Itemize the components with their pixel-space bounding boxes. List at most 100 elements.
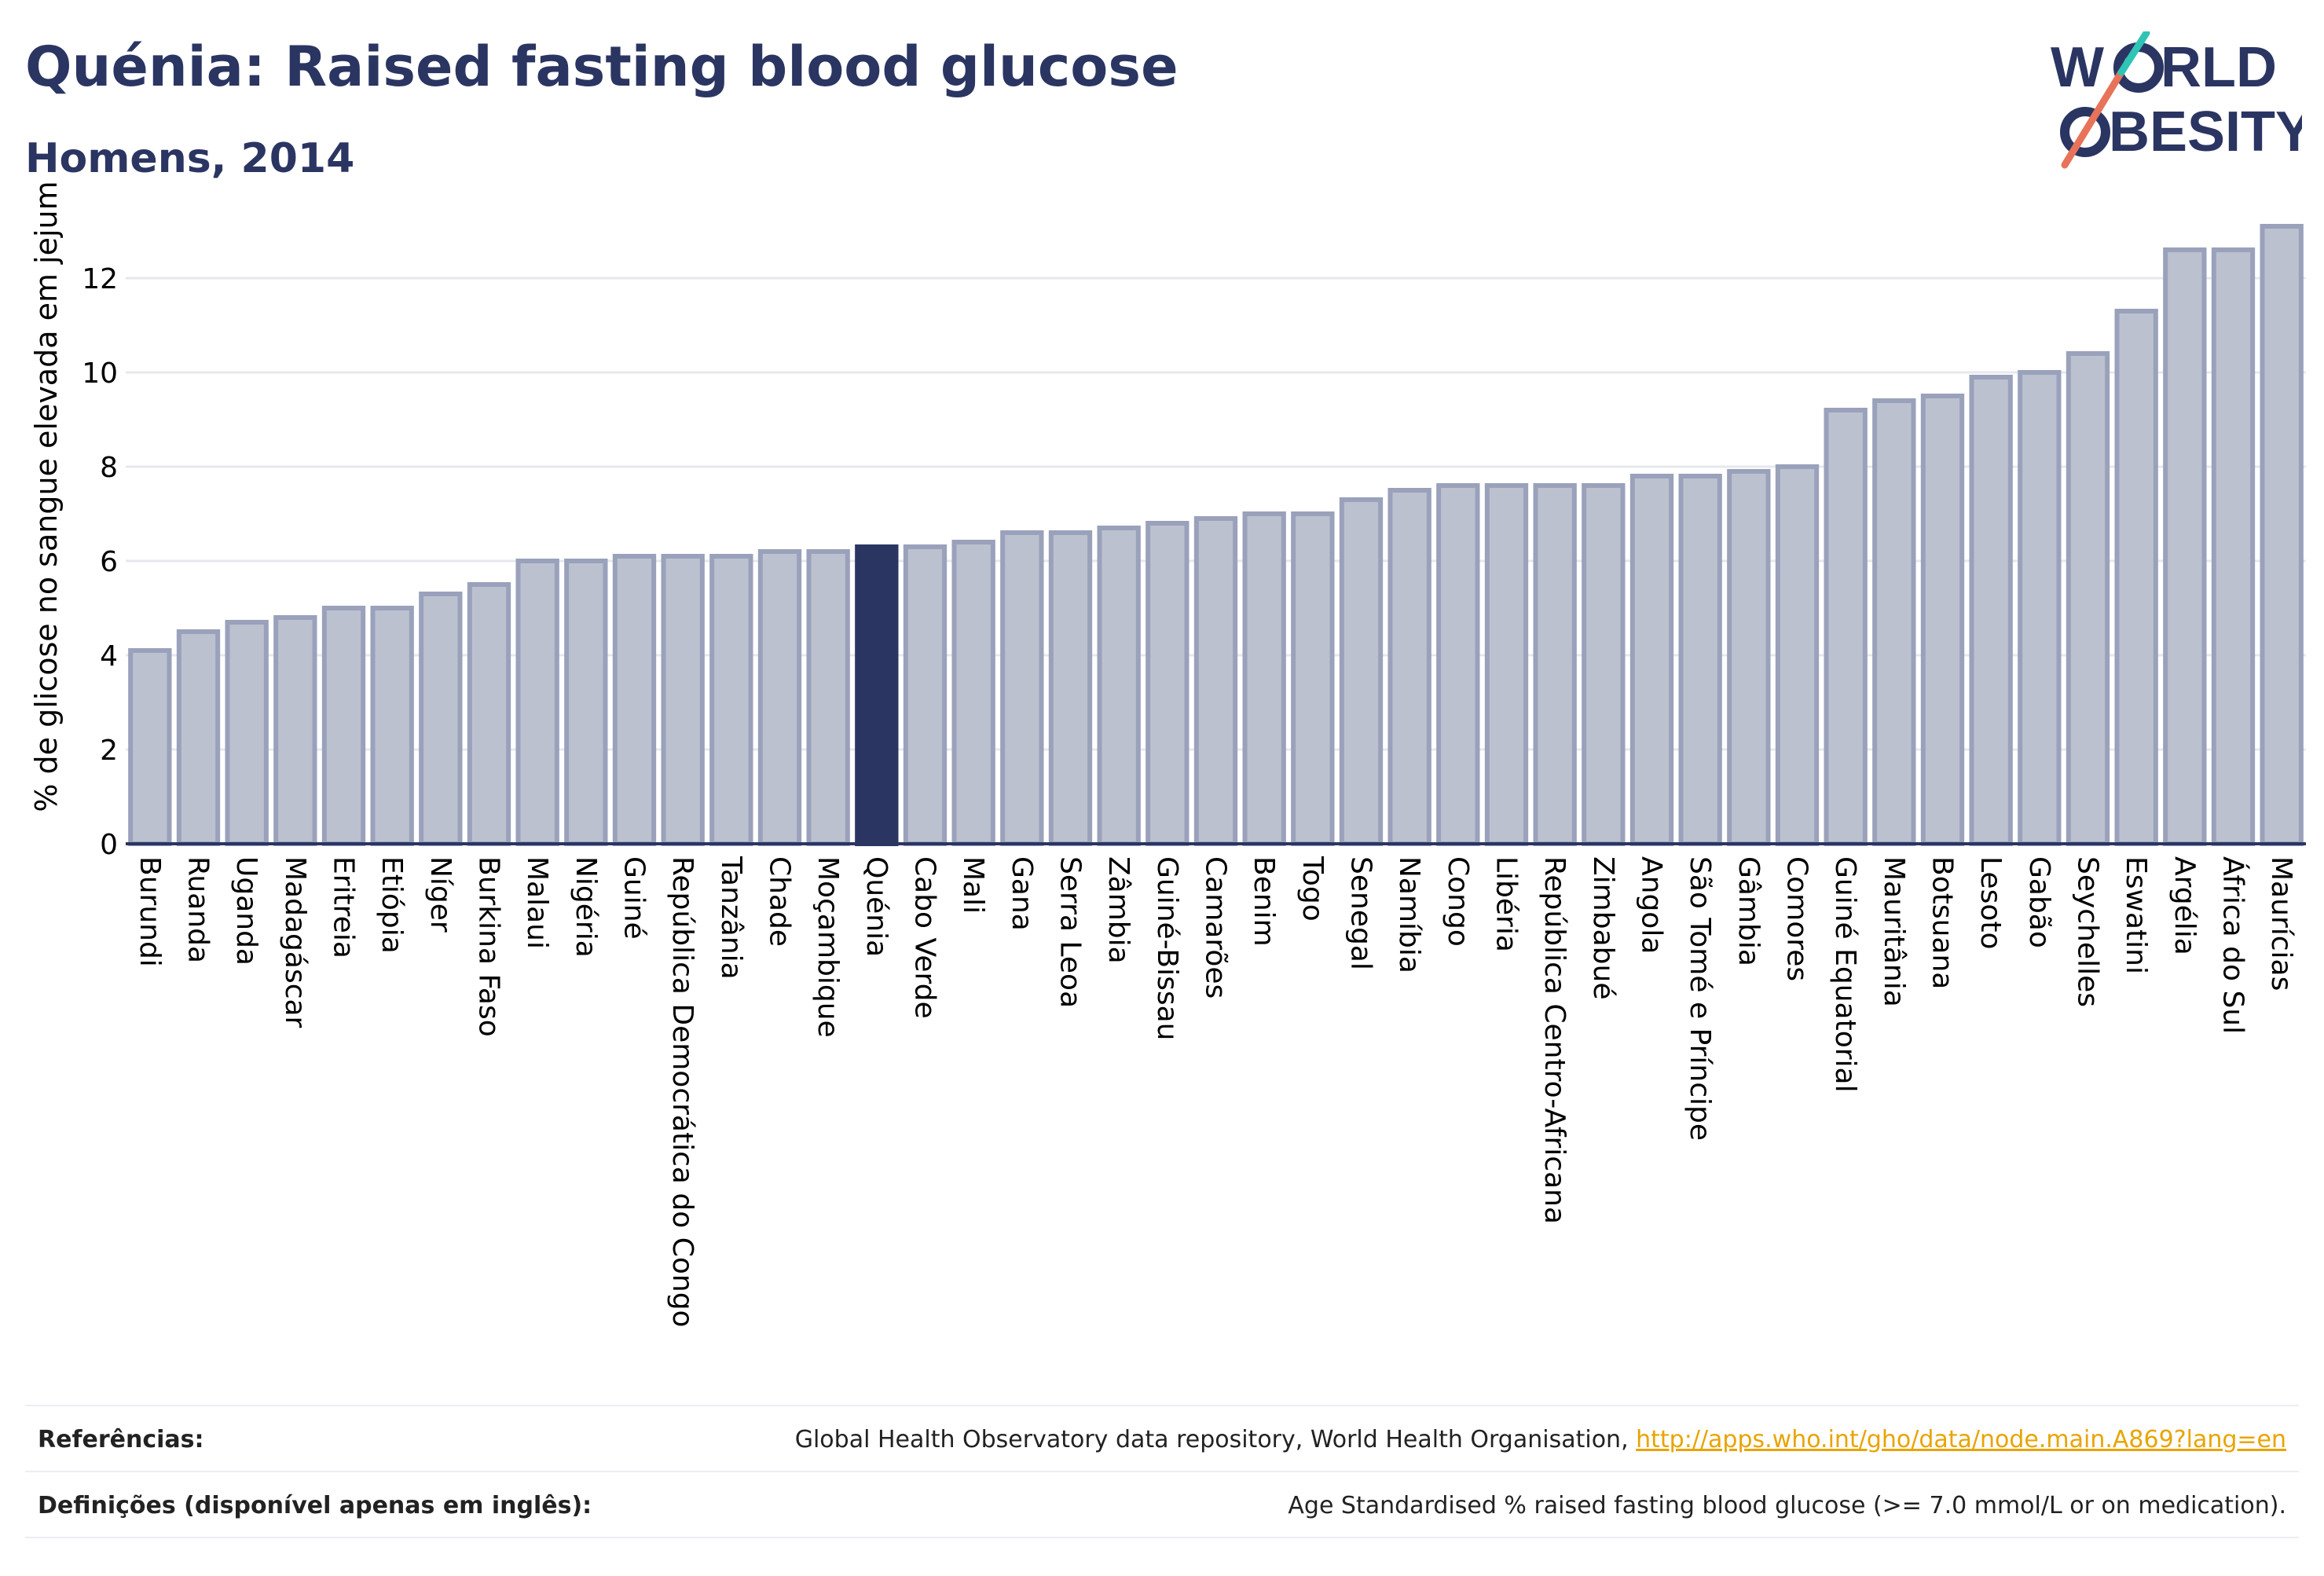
- x-tick-label: Congo: [1442, 856, 1474, 947]
- x-tick-label: Zimbabué: [1587, 856, 1619, 999]
- bar-maur-cias[interactable]: [2260, 224, 2304, 846]
- x-tick-label: Burkina Faso: [473, 856, 505, 1037]
- x-tick-label: Chade: [764, 856, 796, 947]
- x-tick-label: República Centro-Africana: [1538, 856, 1571, 1224]
- bar-rep-blica-centro-africana[interactable]: [1533, 483, 1577, 846]
- bar-burundi[interactable]: [128, 648, 172, 846]
- bar-g-mbia[interactable]: [1727, 469, 1771, 846]
- bar--frica-do-sul[interactable]: [2211, 247, 2256, 846]
- references-link[interactable]: http://apps.who.int/gho/data/node.main.A…: [1636, 1425, 2286, 1453]
- footer-divider-bottom: [25, 1537, 2299, 1538]
- bar-uganda[interactable]: [225, 620, 269, 846]
- x-tick-label: Quénia: [860, 856, 893, 957]
- bar-chade[interactable]: [757, 549, 802, 846]
- x-tick-label: República Democrática do Congo: [666, 856, 698, 1328]
- bar-botsuana[interactable]: [1920, 394, 1965, 846]
- bar-senegal[interactable]: [1339, 497, 1384, 846]
- x-tick-label: Moçambique: [812, 856, 844, 1038]
- bar-arg-lia[interactable]: [2163, 247, 2207, 846]
- y-tick-label: 0: [100, 829, 118, 861]
- bar-maurit-nia[interactable]: [1872, 398, 1916, 846]
- footer-divider-middle: [25, 1471, 2299, 1472]
- x-tick-label: Cabo Verde: [909, 856, 941, 1019]
- bar-camar-es[interactable]: [1193, 516, 1238, 846]
- bar-mali[interactable]: [951, 540, 995, 846]
- bar-serra-leoa[interactable]: [1048, 530, 1093, 846]
- bar-qu-nia[interactable]: [855, 544, 899, 846]
- x-tick-label: Burundi: [134, 856, 166, 967]
- bars: [128, 224, 2304, 846]
- bar-chart: 0 2 4 6 8 10 12 Burundi Ruanda Uganda Madagáscar E…: [29, 181, 2306, 1328]
- page-title: Quénia: Raised fasting blood glucose: [25, 35, 1178, 99]
- bar-guin-[interactable]: [612, 554, 657, 846]
- x-tick-label: Madagáscar: [279, 856, 311, 1028]
- x-tick-label: Níger: [424, 856, 456, 933]
- bar-ruanda[interactable]: [176, 629, 221, 846]
- x-tick-label: Tanzânia: [715, 856, 747, 980]
- y-tick-label: 4: [100, 640, 118, 673]
- y-tick-label: 2: [100, 735, 118, 767]
- bar-gana[interactable]: [1000, 530, 1044, 846]
- x-tick-label: Eritreia: [328, 856, 360, 958]
- svg-text:BESITY: BESITY: [2109, 101, 2302, 163]
- bar-angola[interactable]: [1629, 474, 1674, 846]
- references-value: Global Health Observatory data repositor…: [795, 1426, 2299, 1453]
- y-axis-label: % de glicose no sangue elevada em jejum: [29, 181, 64, 812]
- bar-tanz-nia[interactable]: [709, 554, 753, 846]
- bar-nig-ria[interactable]: [564, 559, 608, 846]
- x-tick-label: Mali: [957, 856, 989, 914]
- y-tick-label: 6: [100, 546, 118, 578]
- bar-nam-bia[interactable]: [1387, 488, 1431, 846]
- bar-seychelles[interactable]: [2066, 351, 2110, 846]
- bar-benim[interactable]: [1242, 511, 1286, 846]
- bar-zimbabu-[interactable]: [1582, 483, 1626, 846]
- bar-eti-pia[interactable]: [370, 606, 414, 846]
- y-tick-label: 8: [100, 452, 118, 484]
- bar-malaui[interactable]: [515, 559, 559, 846]
- x-tick-label: Gabão: [2023, 856, 2055, 948]
- y-axis-ticks: 0 2 4 6 8 10 12: [82, 263, 118, 861]
- x-tick-label: Botsuana: [1926, 856, 1959, 989]
- bar-burkina-faso[interactable]: [467, 582, 511, 846]
- references-row: Referências: Global Health Observatory d…: [25, 1408, 2299, 1471]
- x-tick-label: Togo: [1296, 856, 1329, 922]
- bar-lib-ria[interactable]: [1484, 483, 1529, 846]
- footer-divider-top: [25, 1405, 2299, 1406]
- x-tick-label: São Tomé e Príncipe: [1684, 856, 1716, 1141]
- x-tick-label: Guiné: [618, 856, 651, 940]
- y-tick-label: 10: [82, 357, 118, 390]
- y-tick-label: 12: [82, 263, 118, 295]
- x-tick-label: Comores: [1781, 856, 1813, 981]
- definitions-row: Definições (disponível apenas em inglês)…: [25, 1474, 2299, 1537]
- world-obesity-logo: W RLD BESITY: [2051, 31, 2302, 169]
- bar-z-mbia[interactable]: [1097, 526, 1141, 846]
- bar-n-ger[interactable]: [419, 592, 463, 846]
- bar-togo[interactable]: [1291, 511, 1335, 846]
- x-tick-label: Uganda: [230, 856, 262, 966]
- bar-s-o-tom-e-pr-ncipe[interactable]: [1678, 474, 1722, 846]
- bar-comores[interactable]: [1775, 464, 1820, 846]
- bar-mo-ambique[interactable]: [806, 549, 850, 846]
- svg-text:W: W: [2051, 36, 2104, 99]
- bar-guin-bissau[interactable]: [1146, 521, 1189, 846]
- x-tick-label: Mauritânia: [1878, 856, 1910, 1007]
- page-subtitle: Homens, 2014: [25, 135, 355, 182]
- x-tick-label: Gâmbia: [1732, 856, 1765, 966]
- x-tick-label: Libéria: [1490, 856, 1523, 952]
- bar-eswatini[interactable]: [2114, 309, 2158, 846]
- bar-lesoto[interactable]: [1969, 375, 2013, 846]
- x-tick-label: Seychelles: [2072, 856, 2104, 1007]
- bar-eritreia[interactable]: [321, 606, 366, 846]
- x-tick-label: Etiópia: [376, 856, 408, 954]
- x-tick-label: Senegal: [1345, 856, 1377, 970]
- x-tick-label: Namíbia: [1393, 856, 1425, 973]
- bar-rep-blica-democr-tica-do-congo[interactable]: [661, 554, 705, 846]
- bar-guin-equatorial[interactable]: [1824, 408, 1868, 846]
- bar-congo[interactable]: [1436, 483, 1480, 846]
- x-tick-label: Eswatini: [2120, 856, 2152, 974]
- definitions-value: Age Standardised % raised fasting blood …: [1288, 1491, 2286, 1519]
- bar-cabo-verde[interactable]: [903, 544, 948, 846]
- bar-gab-o[interactable]: [2018, 370, 2062, 846]
- bar-madag-scar[interactable]: [273, 615, 317, 846]
- x-tick-label: Benim: [1248, 856, 1280, 947]
